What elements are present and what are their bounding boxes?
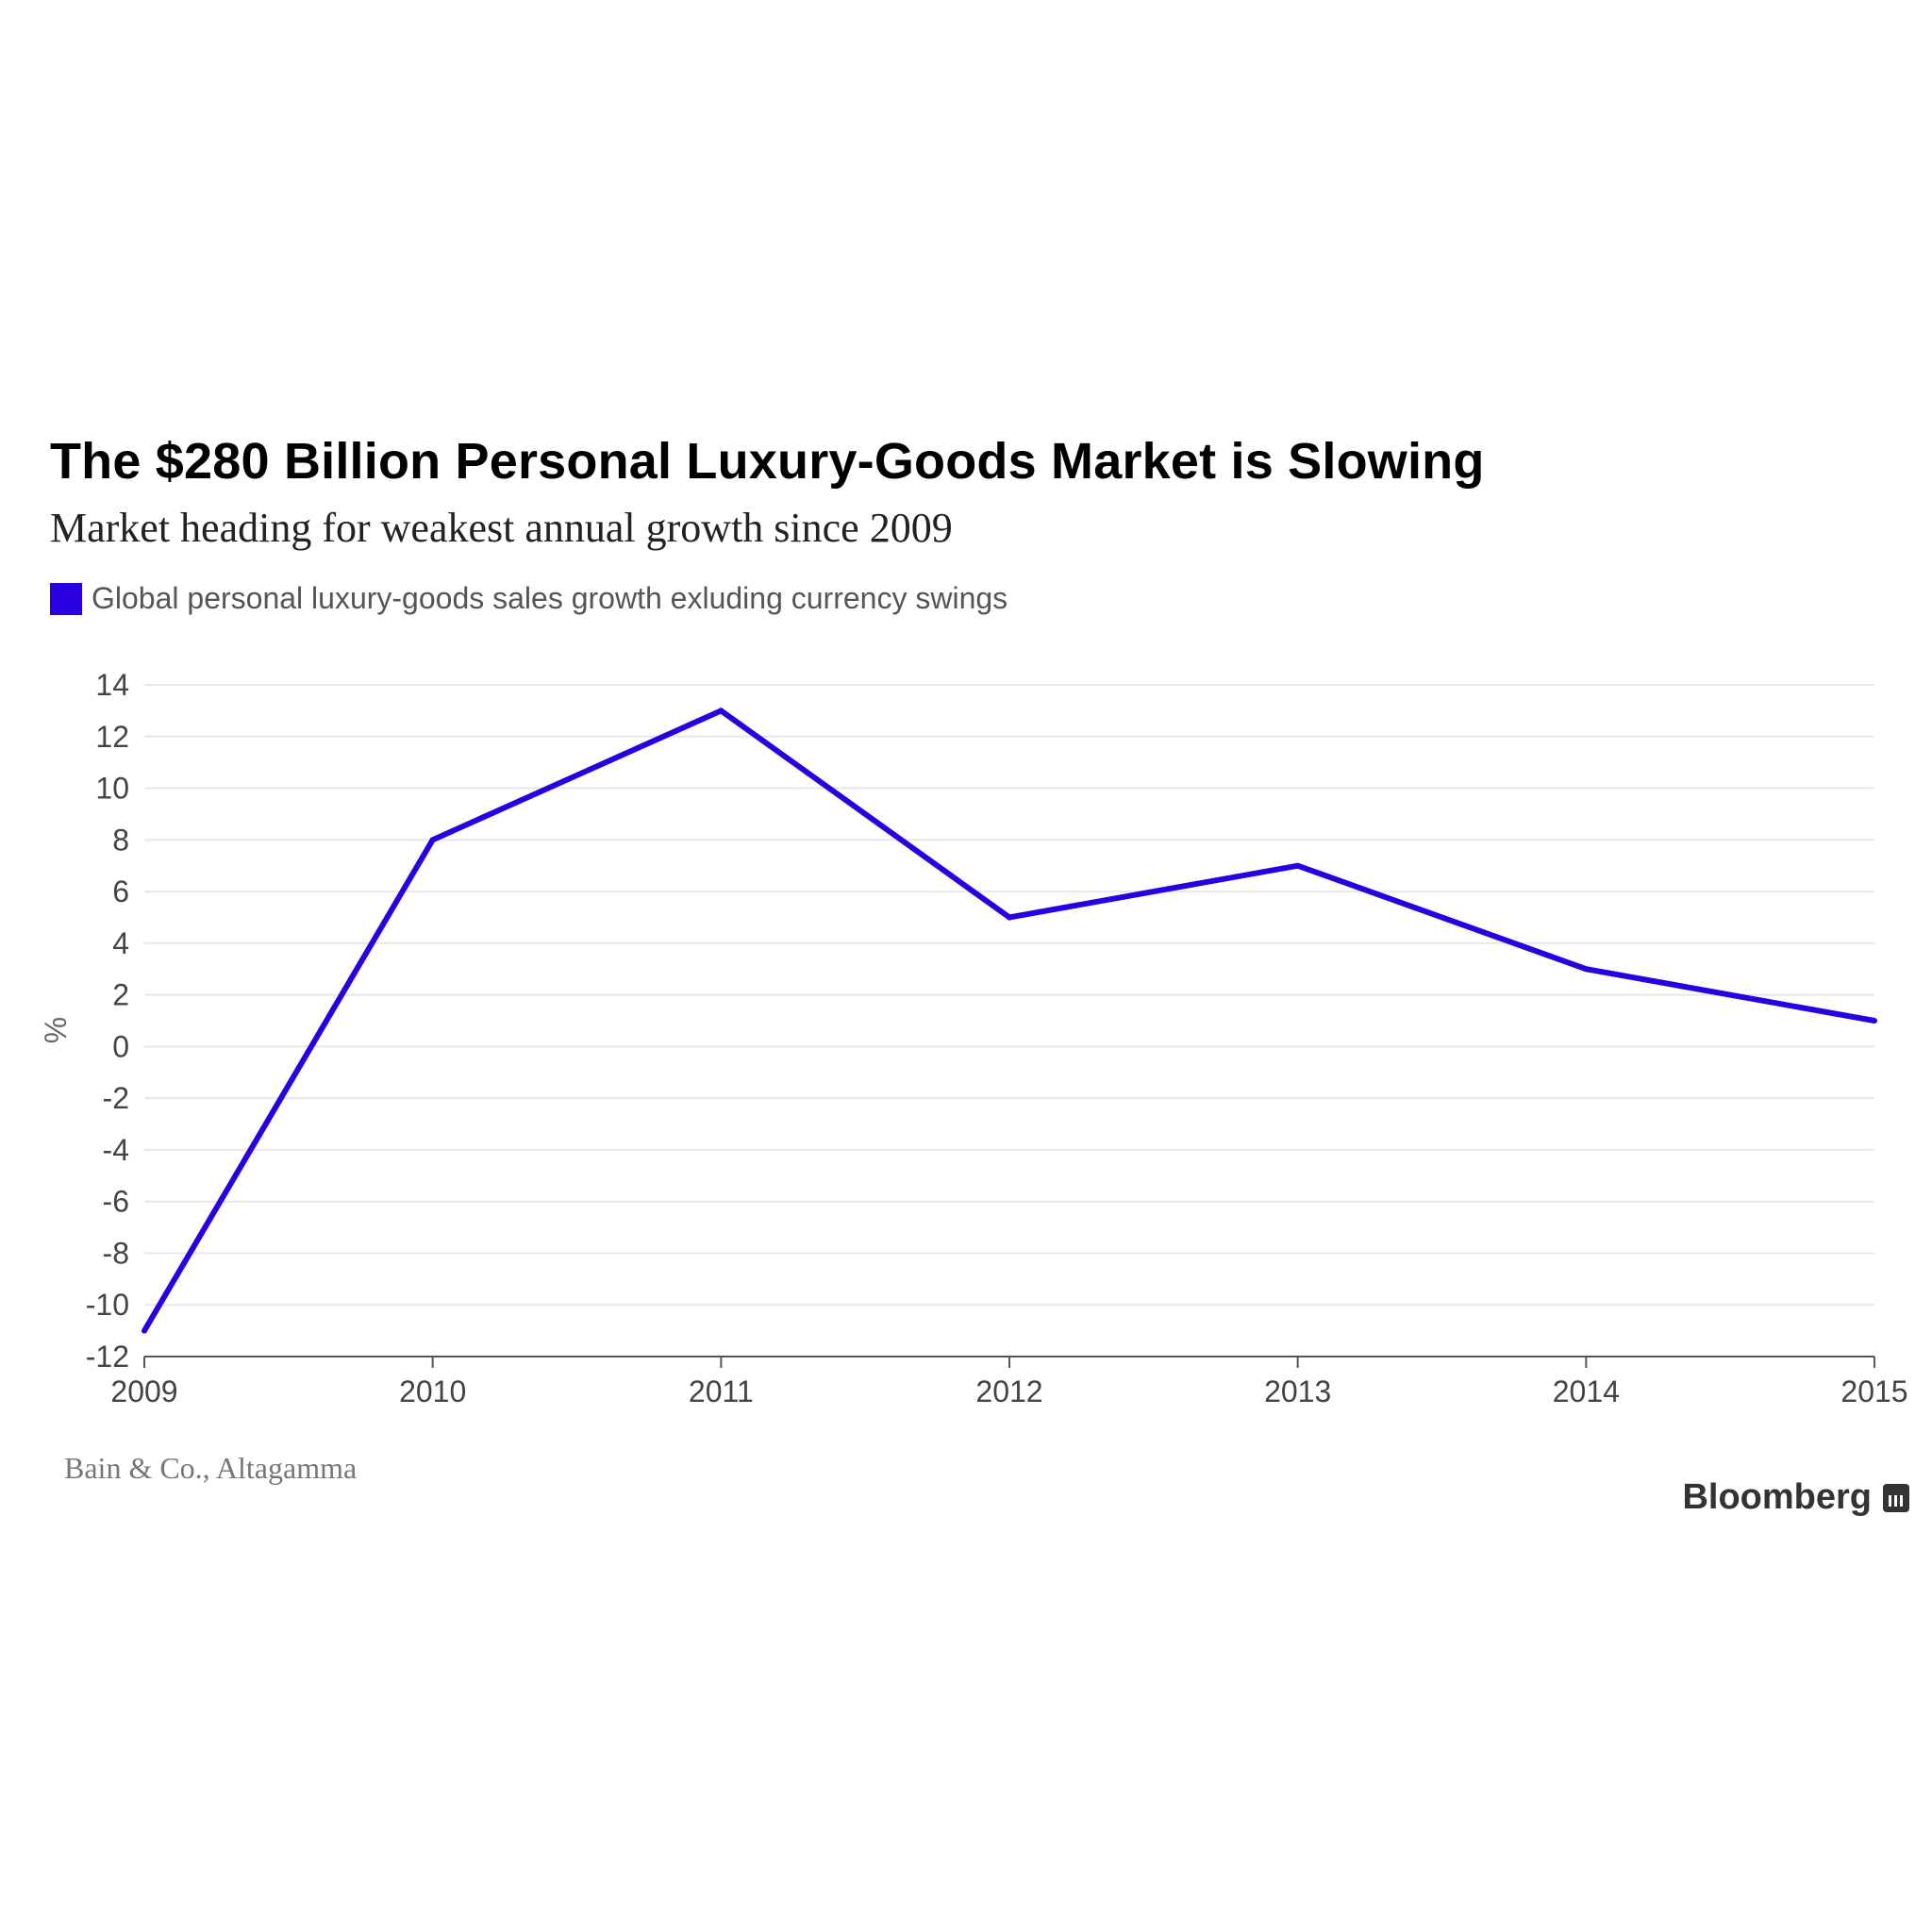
x-tick-labels: 2009 2010 2011 2012 2013 2014 2015 (110, 1374, 1907, 1408)
x-tick-label: 2013 (1264, 1374, 1331, 1408)
data-point (1007, 914, 1012, 921)
bloomberg-terminal-icon (1883, 1483, 1909, 1512)
series-layer (142, 707, 1877, 1334)
brand-logo: Bloomberg (1682, 1477, 1909, 1518)
y-tick-labels: 14 12 10 8 6 4 2 0 -2 -4 -6 -8 -10 -12 (86, 668, 129, 1374)
y-tick-label: 10 (95, 772, 129, 806)
y-tick-label: 12 (95, 720, 129, 754)
data-point (1583, 966, 1590, 973)
data-point (718, 708, 724, 714)
x-axis (143, 1356, 1875, 1368)
x-tick-label: 2010 (399, 1374, 466, 1408)
y-tick-label: 0 (112, 1029, 129, 1063)
data-point (1872, 1018, 1877, 1024)
x-tick-label: 2011 (689, 1374, 754, 1408)
x-tick-label: 2012 (975, 1374, 1042, 1408)
chart-title: The $280 Billion Personal Luxury-Goods M… (50, 433, 1485, 490)
y-tick-label: -4 (103, 1133, 129, 1167)
gridlines (144, 684, 1874, 1307)
y-tick-label: 4 (112, 926, 129, 960)
x-tick-label: 2014 (1553, 1374, 1620, 1408)
data-point (429, 837, 436, 843)
y-axis-title: % (39, 1017, 73, 1043)
brand-name: Bloomberg (1682, 1477, 1872, 1517)
legend: Global personal luxury-goods sales growt… (50, 581, 1008, 616)
x-tick-label: 2009 (110, 1374, 177, 1408)
data-point (1294, 862, 1301, 869)
y-tick-label: 14 (95, 668, 129, 702)
source-note: Bain & Co., Altagamma (64, 1451, 358, 1485)
y-tick-label: 8 (112, 823, 129, 857)
y-tick-label: -2 (103, 1081, 129, 1115)
y-tick-label: -12 (86, 1340, 129, 1374)
y-tick-label: -10 (86, 1288, 129, 1322)
y-tick-label: 2 (112, 978, 129, 1012)
series-line (142, 707, 1875, 1333)
chart-subtitle: Market heading for weakest annual growth… (50, 505, 953, 551)
x-tick-label: 2015 (1840, 1374, 1907, 1408)
legend-label: Global personal luxury-goods sales growt… (92, 581, 1008, 615)
y-tick-label: -8 (103, 1236, 129, 1270)
y-tick-label: -6 (103, 1185, 129, 1219)
y-tick-label: 6 (112, 874, 129, 908)
data-point (142, 1327, 147, 1334)
legend-swatch (50, 582, 82, 615)
